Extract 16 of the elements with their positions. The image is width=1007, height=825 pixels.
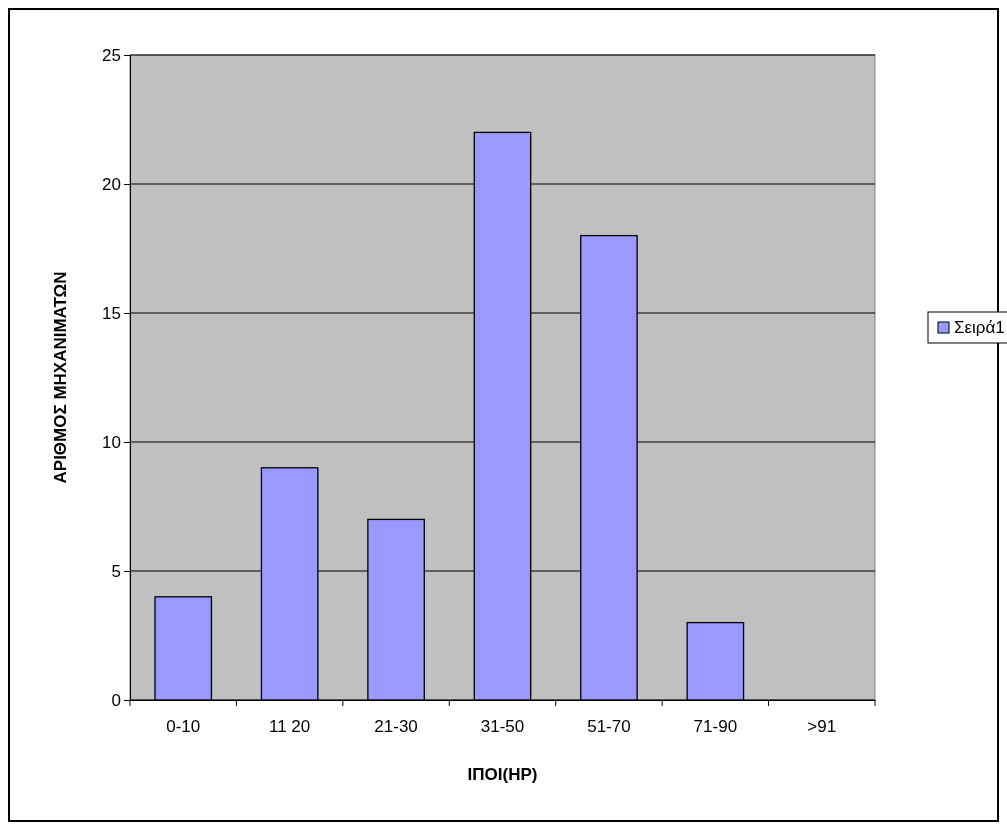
x-tick-label: 21-30 bbox=[374, 716, 418, 736]
y-tick-label: 10 bbox=[102, 432, 121, 452]
x-tick-label: 51-70 bbox=[587, 716, 631, 736]
x-tick-label: 71-90 bbox=[693, 716, 738, 736]
x-tick-label: 31-50 bbox=[480, 716, 525, 736]
x-axis-title: ΙΠΟΙ(HP) bbox=[467, 765, 538, 784]
y-tick-label: 20 bbox=[102, 174, 121, 194]
legend-label: Σειρά1 bbox=[954, 318, 1005, 337]
y-axis-title: ΑΡΙΘΜΟΣ ΜΗΧΑΝΙΜΑΤΩΝ bbox=[51, 271, 70, 484]
y-tick-label: 25 bbox=[102, 45, 121, 65]
y-tick-label: 15 bbox=[102, 303, 121, 323]
x-tick-label: 11 20 bbox=[269, 716, 311, 736]
y-tick-label: 0 bbox=[111, 690, 121, 710]
x-tick-label: >91 bbox=[807, 716, 837, 736]
y-tick-label: 5 bbox=[111, 561, 121, 581]
x-tick-label: 0-10 bbox=[166, 716, 201, 736]
